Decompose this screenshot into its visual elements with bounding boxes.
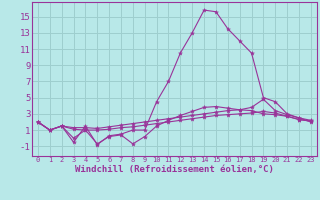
X-axis label: Windchill (Refroidissement éolien,°C): Windchill (Refroidissement éolien,°C) <box>75 165 274 174</box>
